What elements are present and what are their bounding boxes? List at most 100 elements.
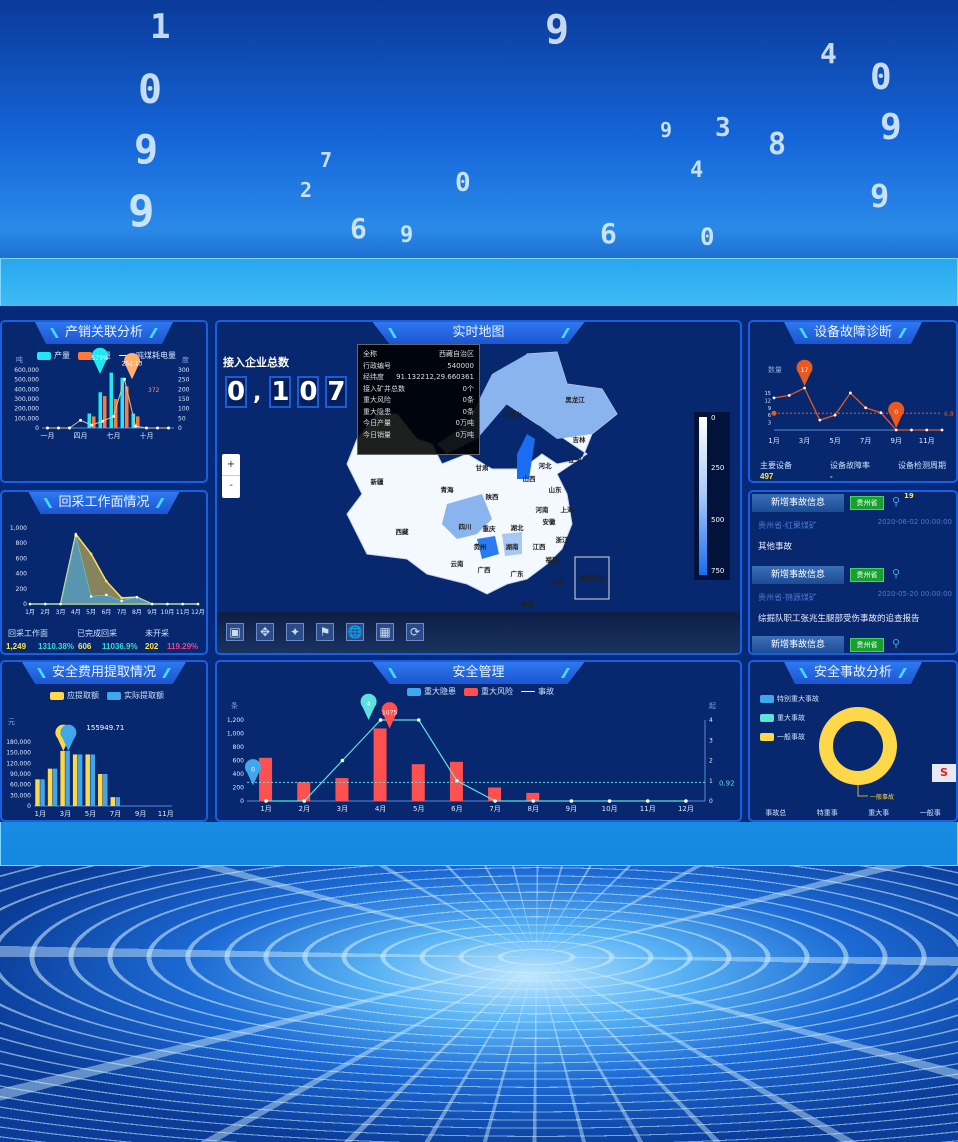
panel-accident: 安全事故分析 特别重大事故 重大事故 一般事故 一般事故 事故总 特重事 重大事… [748,660,958,822]
fullscreen-icon[interactable]: ▣ [226,623,244,641]
zoom-in-button[interactable]: + [222,454,240,476]
point-faults [848,391,852,395]
globe-icon[interactable]: 🌐 [346,623,364,641]
bar-risk [373,728,387,801]
y-tick-label: 0 [23,601,27,608]
legend-serious[interactable]: 重大事故 [760,709,819,728]
bar-sales [114,399,118,428]
news-item[interactable]: 新增事故信息 贵州省 ⚲ 贵州省-锦源煤矿 2020-05-20 00:00:0… [750,566,956,636]
province-tag[interactable]: 贵州省 [850,496,884,510]
point-faults [818,418,822,422]
x-tick-label: 1月 [260,805,271,813]
legend-output[interactable]: 产量 [37,350,70,361]
map-icon[interactable]: ⚑ [316,623,334,641]
y2-tick-label: 250 [178,377,190,384]
x-tick-label: 9月 [147,609,157,616]
province-label: 湖南 [506,542,520,551]
bar-sales [136,416,140,428]
news-item[interactable]: 新增事故信息 贵州省 ⚲ [750,636,956,653]
visual-map-scale[interactable]: 0 250 500 750 [694,412,730,580]
legend-extra-serious[interactable]: 特别重大事故 [760,690,819,709]
legend-power[interactable]: 吨煤耗电量 [119,350,176,361]
refresh-icon[interactable]: ⟳ [406,623,424,641]
stat-value: 1310.38% [38,642,75,651]
donut-general [819,707,897,785]
building-icon[interactable]: ▦ [376,623,394,641]
point-accident [684,799,688,803]
background-digit: 9 [870,177,890,215]
y-tick-label: 600 [16,555,28,562]
news-header: 新增事故信息 [752,636,844,653]
tooltip-row: 全称 西藏自治区 [363,350,474,358]
panel-safety-fee: 安全费用提取情况 应提取额 实际提取额 元 0 30,000 60,000 90,000… [0,660,208,822]
background-digit: 8 [768,127,787,162]
province-label: 山东 [549,485,563,494]
expand-icon[interactable]: ✥ [256,623,274,641]
location-pin-icon[interactable]: ⚲ [892,637,901,650]
bar-actual [40,779,45,806]
point-power [46,426,49,430]
point-accident [378,718,383,722]
point-accident [340,758,345,763]
x-tick-label: 4月 [375,805,386,813]
y-tick-label: 400 [16,571,28,578]
bar-due [35,779,40,806]
panel-equipment: 设备故障诊断 数量 3 6 9 12 15 1月 3月 5月 7月 9月 11月 6.8 17 0 主要设备… [748,320,958,483]
legend-general[interactable]: 一般事故 [760,728,819,747]
x-tick-label: 7月 [110,810,121,818]
province-label: 四川 [459,523,472,531]
south-sea-inset [574,556,610,600]
tooltip-row: 接入矿井总数 0个 [363,384,474,393]
stat-label: 已完成回采 [77,629,117,638]
point-faults [833,413,837,417]
collapse-icon[interactable]: ✦ [286,623,304,641]
location-pin-icon[interactable]: ⚲ [892,495,901,508]
y2-tick-label: 50 [178,415,186,422]
point-accident [569,799,574,803]
bar-risk [297,782,311,801]
panel-news: 新增事故信息 贵州省 ⚲ 贵州省-红果煤矿 2020-06-02 00:00:0… [748,490,958,655]
point-accident [607,799,612,803]
x-tick-label: 5月 [829,437,840,445]
news-text: 其他事故 [758,542,793,552]
news-item[interactable]: 新增事故信息 贵州省 ⚲ 贵州省-红果煤矿 2020-06-02 00:00:0… [750,494,956,564]
legend-actual[interactable]: 实际提取额 [107,690,164,701]
zoom-out-button[interactable]: - [229,480,233,491]
x-tick-label: 1月 [768,437,779,445]
background-digit: 3 [715,113,731,143]
y-tick-label: 1,200 [227,717,244,724]
bar-actual [52,768,58,806]
news-text: 综掘队职工张兆生腿部受伤事故的追查报告 [758,614,920,624]
point-power [79,418,82,422]
province-label: 内蒙古 [502,410,522,419]
legend-accident[interactable]: 事故 [521,686,554,697]
location-pin-icon[interactable]: ⚲ [892,567,901,580]
y-tick-label: 800 [16,540,28,547]
background-digit: 0 [455,168,471,198]
area-point [166,602,169,606]
legend-risk[interactable]: 重大风险 [464,686,513,697]
background-digit: 0 [870,57,892,98]
point-accident [416,718,421,722]
legend-hazard[interactable]: 重大隐患 [407,686,456,697]
pin-label: 155949.71 [86,724,124,732]
province-tag[interactable]: 贵州省 [850,568,884,582]
bar-sales [92,416,96,428]
y2-tick-label: 200 [178,386,190,393]
background-digit: 0 [138,67,163,113]
province-tag[interactable]: 贵州省 [850,638,884,652]
y-tick-label: 3 [768,421,771,427]
bar-output [87,413,91,428]
side-tool-button[interactable]: S [932,764,956,782]
background-digit: 9 [128,186,155,237]
stat-value: 202 [145,642,159,651]
y2-tick-label: 2 [709,758,713,765]
province-label: 台湾 [551,577,565,586]
point-faults [894,428,898,432]
y-tick-label: 100,000 [14,415,39,422]
point-power [145,426,148,430]
x-tick-label: 5月 [86,609,96,616]
y-tick-label: 200,000 [14,406,39,413]
legend-due[interactable]: 应提取额 [50,690,99,701]
